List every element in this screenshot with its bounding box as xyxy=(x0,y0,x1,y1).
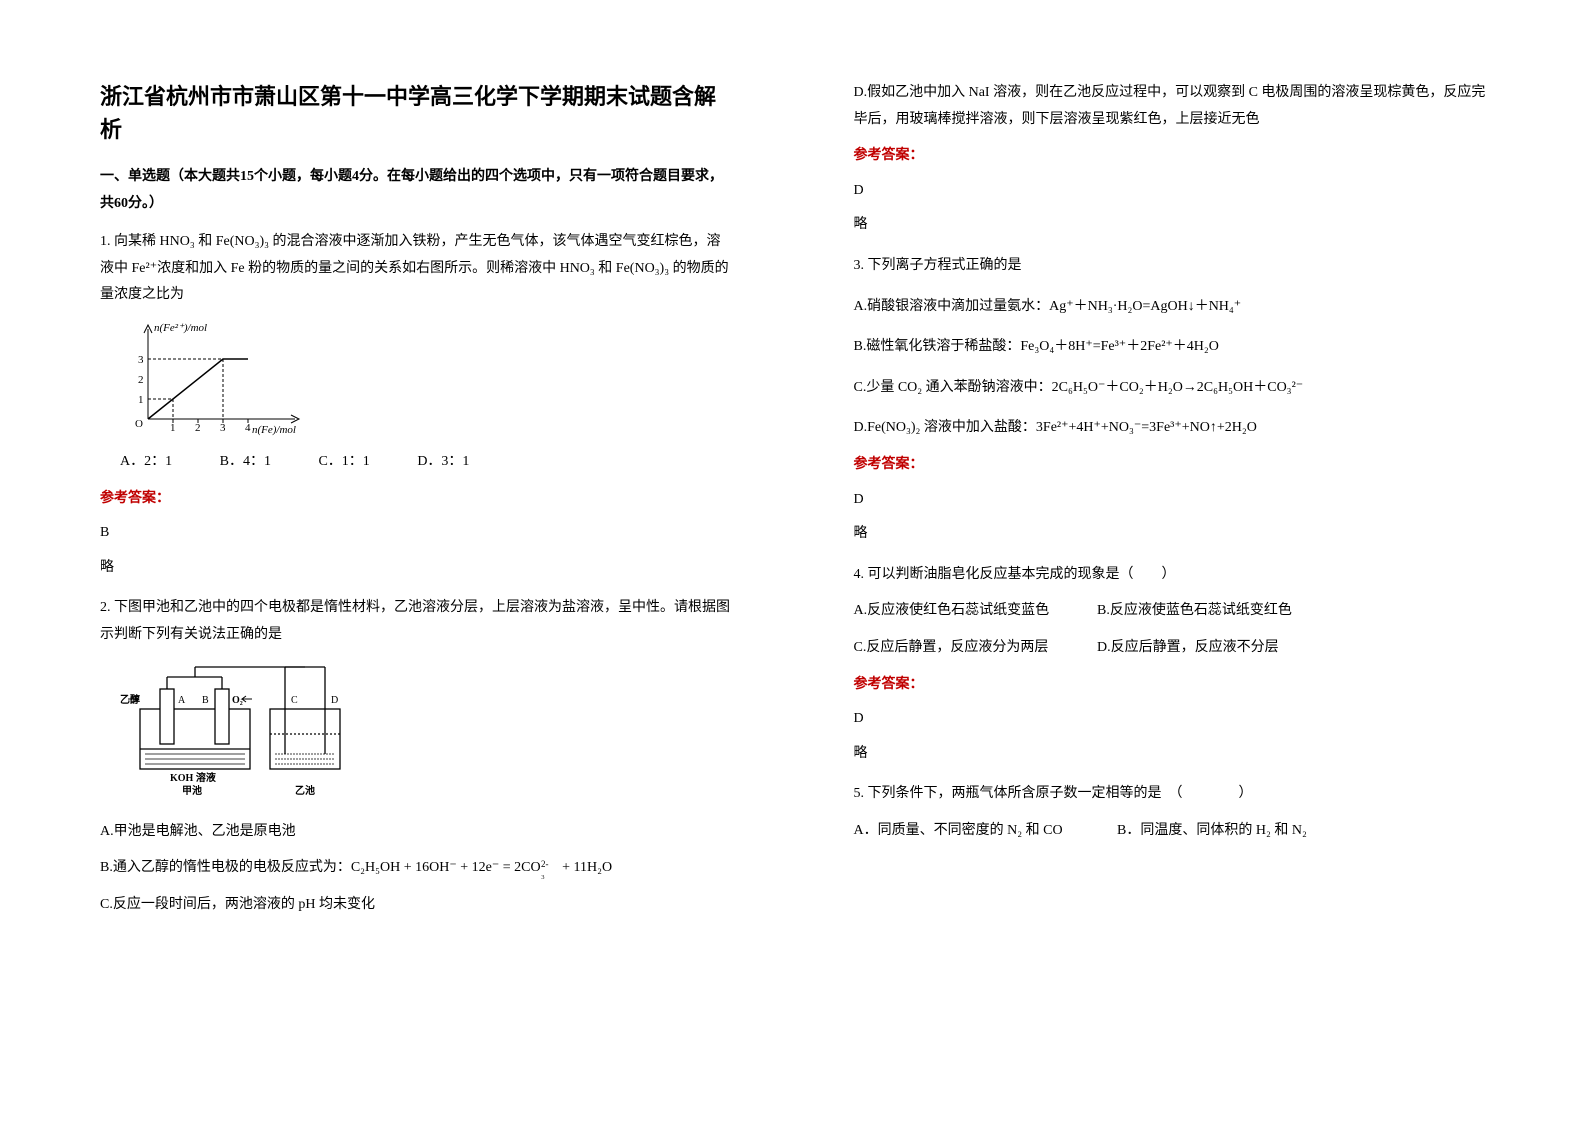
chart-line xyxy=(148,359,248,419)
q2-diagram: 乙醇 A B O₂ C D KOH 溶液 甲池 乙池 xyxy=(120,659,734,809)
q2-lue: 略 xyxy=(854,212,1488,239)
label-a: A xyxy=(178,695,186,706)
xtick-1: 1 xyxy=(170,422,176,434)
q5-stem: 5. 下列条件下，两瓶气体所含原子数一定相等的是 （ ） xyxy=(854,781,1488,808)
section-heading: 一、单选题（本大题共15个小题，每小题4分。在每小题给出的四个选项中，只有一项符… xyxy=(100,164,734,217)
ytick-1: 1 xyxy=(138,394,144,406)
q2-opt-c: C.反应一段时间后，两池溶液的 pH 均未变化 xyxy=(100,892,734,919)
answer-label-r3: 参考答案： xyxy=(854,672,1488,699)
y-axis-label: n(Fe²⁺)/mol xyxy=(154,322,207,334)
answer-label-r2: 参考答案： xyxy=(854,452,1488,479)
q2-opt-b: B.通入乙醇的惰性电极的电极反应式为：C₂H₅OH + 16OH⁻ + 12e⁻… xyxy=(100,855,734,882)
q4-stem: 4. 可以判断油脂皂化反应基本完成的现象是（ ） xyxy=(854,562,1488,589)
q1-chart-svg: n(Fe²⁺)/mol n(Fe)/mol 1 2 3 O 1 2 3 4 xyxy=(120,319,310,439)
q3-opt-a: A.硝酸银溶液中滴加过量氨水：Ag⁺＋NH₃·H₂O=AgOH↓＋NH₄⁺ xyxy=(854,294,1488,321)
q2-stem: 2. 下图甲池和乙池中的四个电极都是惰性材料，乙池溶液分层，上层溶液为盐溶液，呈… xyxy=(100,595,734,648)
arrow-icon-right xyxy=(242,696,252,702)
q4-opt-c: C.反应后静置，反应液分为两层 xyxy=(854,635,1094,662)
q5-opt-a: A．同质量、不同密度的 N₂ 和 CO xyxy=(854,818,1114,845)
ytick-2: 2 xyxy=(138,374,144,386)
q4-lue: 略 xyxy=(854,741,1488,768)
q1-lue: 略 xyxy=(100,555,734,582)
q2-diagram-svg: 乙醇 A B O₂ C D KOH 溶液 甲池 乙池 xyxy=(120,659,360,809)
q5-opt-b: B．同温度、同体积的 H₂ 和 N₂ xyxy=(1117,823,1307,838)
q2-opt-b-post: + 11H₂O xyxy=(559,860,612,875)
q1-choice-b: B．4：1 xyxy=(220,449,271,476)
origin-label: O xyxy=(135,418,143,430)
q3-stem: 3. 下列离子方程式正确的是 xyxy=(854,253,1488,280)
q3-answer: D xyxy=(854,487,1488,514)
q2-answer: D xyxy=(854,178,1488,205)
x-axis-label: n(Fe)/mol xyxy=(252,424,296,436)
left-column: 浙江省杭州市市萧山区第十一中学高三化学下学期期末试题含解析 一、单选题（本大题共… xyxy=(0,0,794,1122)
q3-opt-c: C.少量 CO₂ 通入苯酚钠溶液中：2C₆H₅O⁻＋CO₂＋H₂O→2C₆H₅O… xyxy=(854,375,1488,402)
label-yi: 乙池 xyxy=(295,784,315,797)
q1-choice-d: D．3：1 xyxy=(417,449,469,476)
q4-opt-b: B.反应液使蓝色石蕊试纸变红色 xyxy=(1097,603,1292,618)
xtick-4: 4 xyxy=(245,422,251,434)
co3-2minus-icon: 2-₃ xyxy=(541,857,559,879)
q4-opt-a: A.反应液使红色石蕊试纸变蓝色 xyxy=(854,598,1094,625)
xtick-3: 3 xyxy=(220,422,226,434)
answer-label: 参考答案： xyxy=(100,486,734,513)
label-jia: 甲池 xyxy=(182,784,202,797)
q2-opt-d: D.假如乙池中加入 NaI 溶液，则在乙池反应过程中，可以观察到 C 电极周围的… xyxy=(854,80,1488,133)
ytick-3: 3 xyxy=(138,354,144,366)
q3-opt-b: B.磁性氧化铁溶于稀盐酸：Fe₃O₄＋8H⁺=Fe³⁺＋2Fe²⁺＋4H₂O xyxy=(854,334,1488,361)
q1-chart: n(Fe²⁺)/mol n(Fe)/mol 1 2 3 O 1 2 3 4 xyxy=(120,319,734,439)
right-column: D.假如乙池中加入 NaI 溶液，则在乙池反应过程中，可以观察到 C 电极周围的… xyxy=(794,0,1587,1122)
q1-choice-c: C．1：1 xyxy=(318,449,369,476)
q1-choices: A．2：1 B．4：1 C．1：1 D．3：1 xyxy=(120,449,734,476)
q5-row-ab: A．同质量、不同密度的 N₂ 和 CO B．同温度、同体积的 H₂ 和 N₂ xyxy=(854,818,1488,845)
q2-opt-b-pre: B.通入乙醇的惰性电极的电极反应式为：C₂H₅OH + 16OH⁻ + 12e⁻… xyxy=(100,860,541,875)
label-b: B xyxy=(202,695,209,706)
q4-opt-d: D.反应后静置，反应液不分层 xyxy=(1097,640,1279,655)
q4-row-cd: C.反应后静置，反应液分为两层 D.反应后静置，反应液不分层 xyxy=(854,635,1488,662)
answer-label-r1: 参考答案： xyxy=(854,143,1488,170)
q3-opt-d: D.Fe(NO₃)₂ 溶液中加入盐酸：3Fe²⁺+4H⁺+NO₃⁻=3Fe³⁺+… xyxy=(854,415,1488,442)
q1-answer: B xyxy=(100,520,734,547)
q1-choice-a: A．2：1 xyxy=(120,449,172,476)
label-c: C xyxy=(291,695,298,706)
q4-row-ab: A.反应液使红色石蕊试纸变蓝色 B.反应液使蓝色石蕊试纸变红色 xyxy=(854,598,1488,625)
q3-lue: 略 xyxy=(854,521,1488,548)
q4-answer: D xyxy=(854,706,1488,733)
label-koh: KOH 溶液 xyxy=(170,771,216,784)
q2-opt-a: A.甲池是电解池、乙池是原电池 xyxy=(100,819,734,846)
label-d: D xyxy=(331,695,338,706)
svg-text:₃: ₃ xyxy=(541,868,545,879)
page-title: 浙江省杭州市市萧山区第十一中学高三化学下学期期末试题含解析 xyxy=(100,80,734,146)
xtick-2: 2 xyxy=(195,422,201,434)
q1-stem: 1. 向某稀 HNO₃ 和 Fe(NO₃)₃ 的混合溶液中逐渐加入铁粉，产生无色… xyxy=(100,229,734,309)
label-o2: O₂ xyxy=(232,695,243,706)
